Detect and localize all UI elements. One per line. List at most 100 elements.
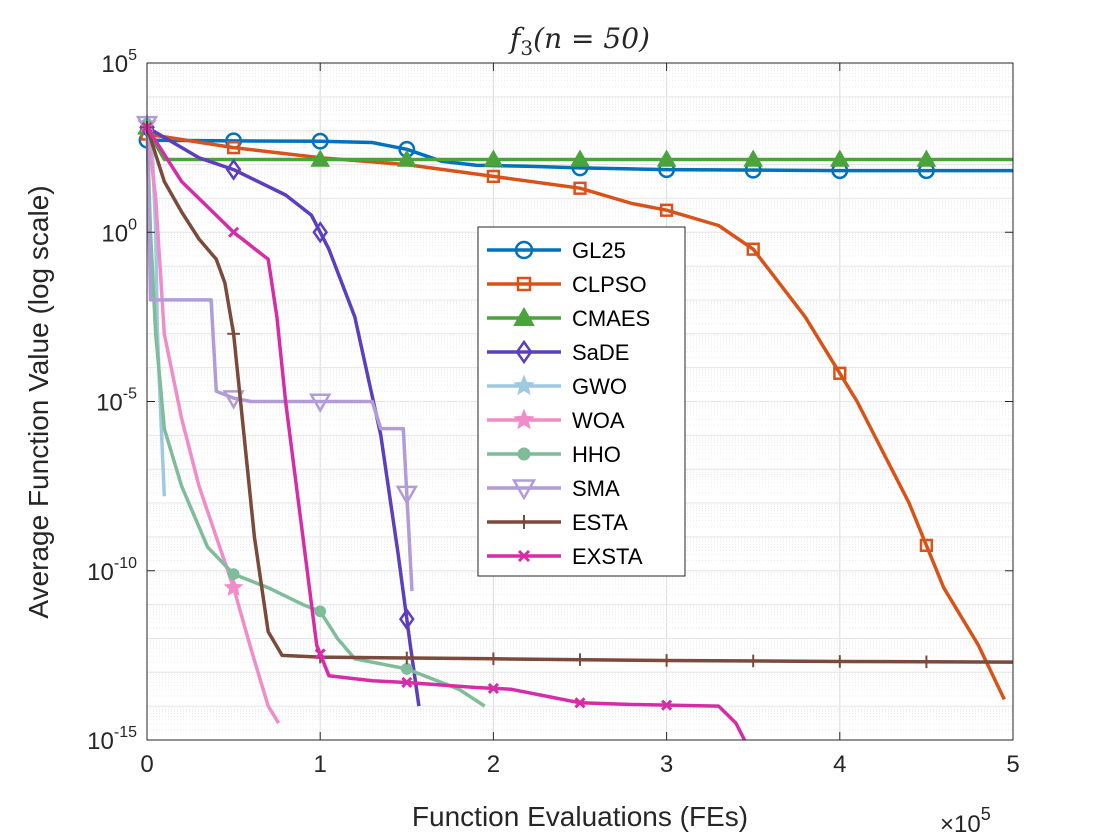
x-multiplier-exp: 5 [981,804,991,824]
marker-circle [311,132,329,150]
marker-square [659,203,674,217]
marker-circle [514,240,534,260]
marker-x-b [517,549,531,563]
series-marker [309,393,332,414]
series-exsta [141,121,747,741]
legend-label: GL25 [572,238,626,263]
marker-dot [517,447,531,461]
series-marker [400,651,414,665]
marker-triangle-down [309,393,332,414]
series-marker [225,158,242,181]
legend-label: CLPSO [572,272,647,297]
series-marker [656,149,677,167]
series-line [145,123,414,592]
marker-triangle-up [513,306,535,326]
marker-triangle-down [511,479,537,501]
legend-marker [511,479,537,501]
series-marker [310,149,331,167]
series-marker [833,366,847,380]
legend-label: ESTA [572,510,628,535]
legend-marker [517,515,531,529]
y-tick-label: 105 [101,47,137,78]
legend-label: EXSTA [572,544,643,569]
series-marker [919,538,934,553]
series-marker [314,648,326,660]
x-tick-label: 2 [487,751,500,778]
marker-triangle-down [222,390,245,410]
legend-label: CMAES [572,306,650,331]
series-marker [570,149,590,167]
legend-marker [517,549,531,563]
marker-diamond [312,221,329,244]
series-marker [396,149,417,167]
series-marker [661,699,673,711]
series-marker [395,485,418,506]
x-tick-label: 5 [1006,751,1019,778]
series-marker [314,605,327,618]
x-tick-label: 0 [140,751,153,778]
legend-marker [514,240,534,260]
marker-x-b [314,648,326,660]
legend-entry: ESTA [487,510,628,535]
marker-square [746,242,760,256]
x-multiplier: ×105 [940,804,991,838]
series-marker [916,149,937,167]
x-tick-label: 1 [314,751,327,778]
series-marker [573,653,587,666]
title-sub: 3 [520,36,533,60]
series-marker [833,655,847,668]
legend-entry: CLPSO [487,272,647,297]
series-line [145,123,486,708]
axes: 0 1 2 3 4 5 105 100 10-5 10-10 10-15 [87,47,1020,778]
series-marker [400,663,413,675]
legend-marker [516,276,532,292]
marker-star [513,374,535,396]
marker-dot [227,568,240,581]
marker-square [833,366,847,380]
marker-x-b [574,697,586,709]
series-marker [487,652,500,666]
legend-marker [517,447,531,461]
y-tick-label: 10-15 [87,724,137,755]
y-tick-label: 100 [101,216,137,247]
x-axis-label: Function Evaluations (FEs) [412,801,748,832]
marker-triangle-up [570,149,590,167]
marker-square [516,276,532,292]
marker-star [513,408,535,430]
series-marker [574,697,586,709]
marker-square [919,538,934,553]
series-marker [743,149,764,167]
legend-entry: SaDE [487,339,629,365]
legend-label: GWO [572,374,627,399]
marker-diamond [398,607,415,631]
legend: GL25 CLPSO CMAES SaDE GWO WOA HHO SMA ESTA EXSTA [477,226,686,577]
marker-triangle-down [395,485,418,506]
series-marker [226,140,241,155]
legend-label: HHO [572,442,621,467]
series-marker [487,682,499,694]
marker-diamond [515,339,533,365]
legend-entry: HHO [487,442,621,467]
series-marker [829,149,850,167]
series-marker [401,676,413,689]
y-tick-label: 10-10 [87,555,137,586]
marker-square [226,140,241,155]
marker-triangle-up [310,149,331,167]
marker-triangle-up [483,149,504,167]
marker-triangle-up [743,149,764,167]
series-marker [227,568,240,581]
legend-entry: GWO [487,374,627,399]
series-line [145,126,747,741]
legend-label: SMA [572,476,620,501]
marker-triangle-up [656,149,677,167]
legend-entry: GL25 [487,238,626,263]
legend-entry: SMA [487,476,620,501]
marker-triangle-up [829,149,850,167]
legend-marker [513,374,535,396]
series-marker [746,242,760,256]
series-marker [398,607,415,631]
marker-dot [400,663,413,675]
series-marker [660,654,673,667]
marker-x-b [401,676,413,689]
